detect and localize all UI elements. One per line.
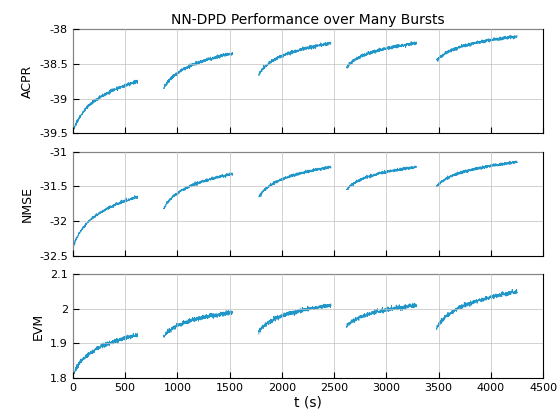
Y-axis label: NMSE: NMSE xyxy=(21,186,34,222)
Y-axis label: EVM: EVM xyxy=(31,312,45,340)
Y-axis label: ACPR: ACPR xyxy=(21,65,34,98)
Title: NN-DPD Performance over Many Bursts: NN-DPD Performance over Many Bursts xyxy=(171,13,445,27)
X-axis label: t (s): t (s) xyxy=(294,396,322,410)
